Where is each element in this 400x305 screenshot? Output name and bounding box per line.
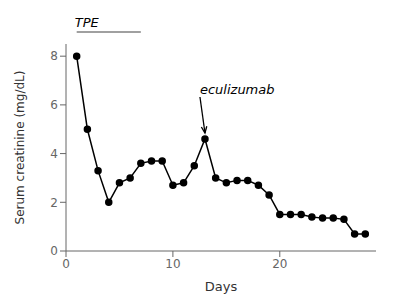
svg-text:10: 10 xyxy=(165,257,180,271)
svg-text:2: 2 xyxy=(50,196,58,210)
svg-text:4: 4 xyxy=(50,147,58,161)
svg-text:Serum creatinine (mg/dL): Serum creatinine (mg/dL) xyxy=(13,71,27,225)
svg-text:Days: Days xyxy=(205,279,238,294)
svg-text:0: 0 xyxy=(62,257,70,271)
svg-text:TPE: TPE xyxy=(75,15,100,30)
svg-text:eculizumab: eculizumab xyxy=(200,82,275,97)
svg-text:6: 6 xyxy=(50,98,58,112)
svg-text:20: 20 xyxy=(272,257,287,271)
svg-text:0: 0 xyxy=(50,244,58,258)
svg-text:8: 8 xyxy=(50,49,58,63)
